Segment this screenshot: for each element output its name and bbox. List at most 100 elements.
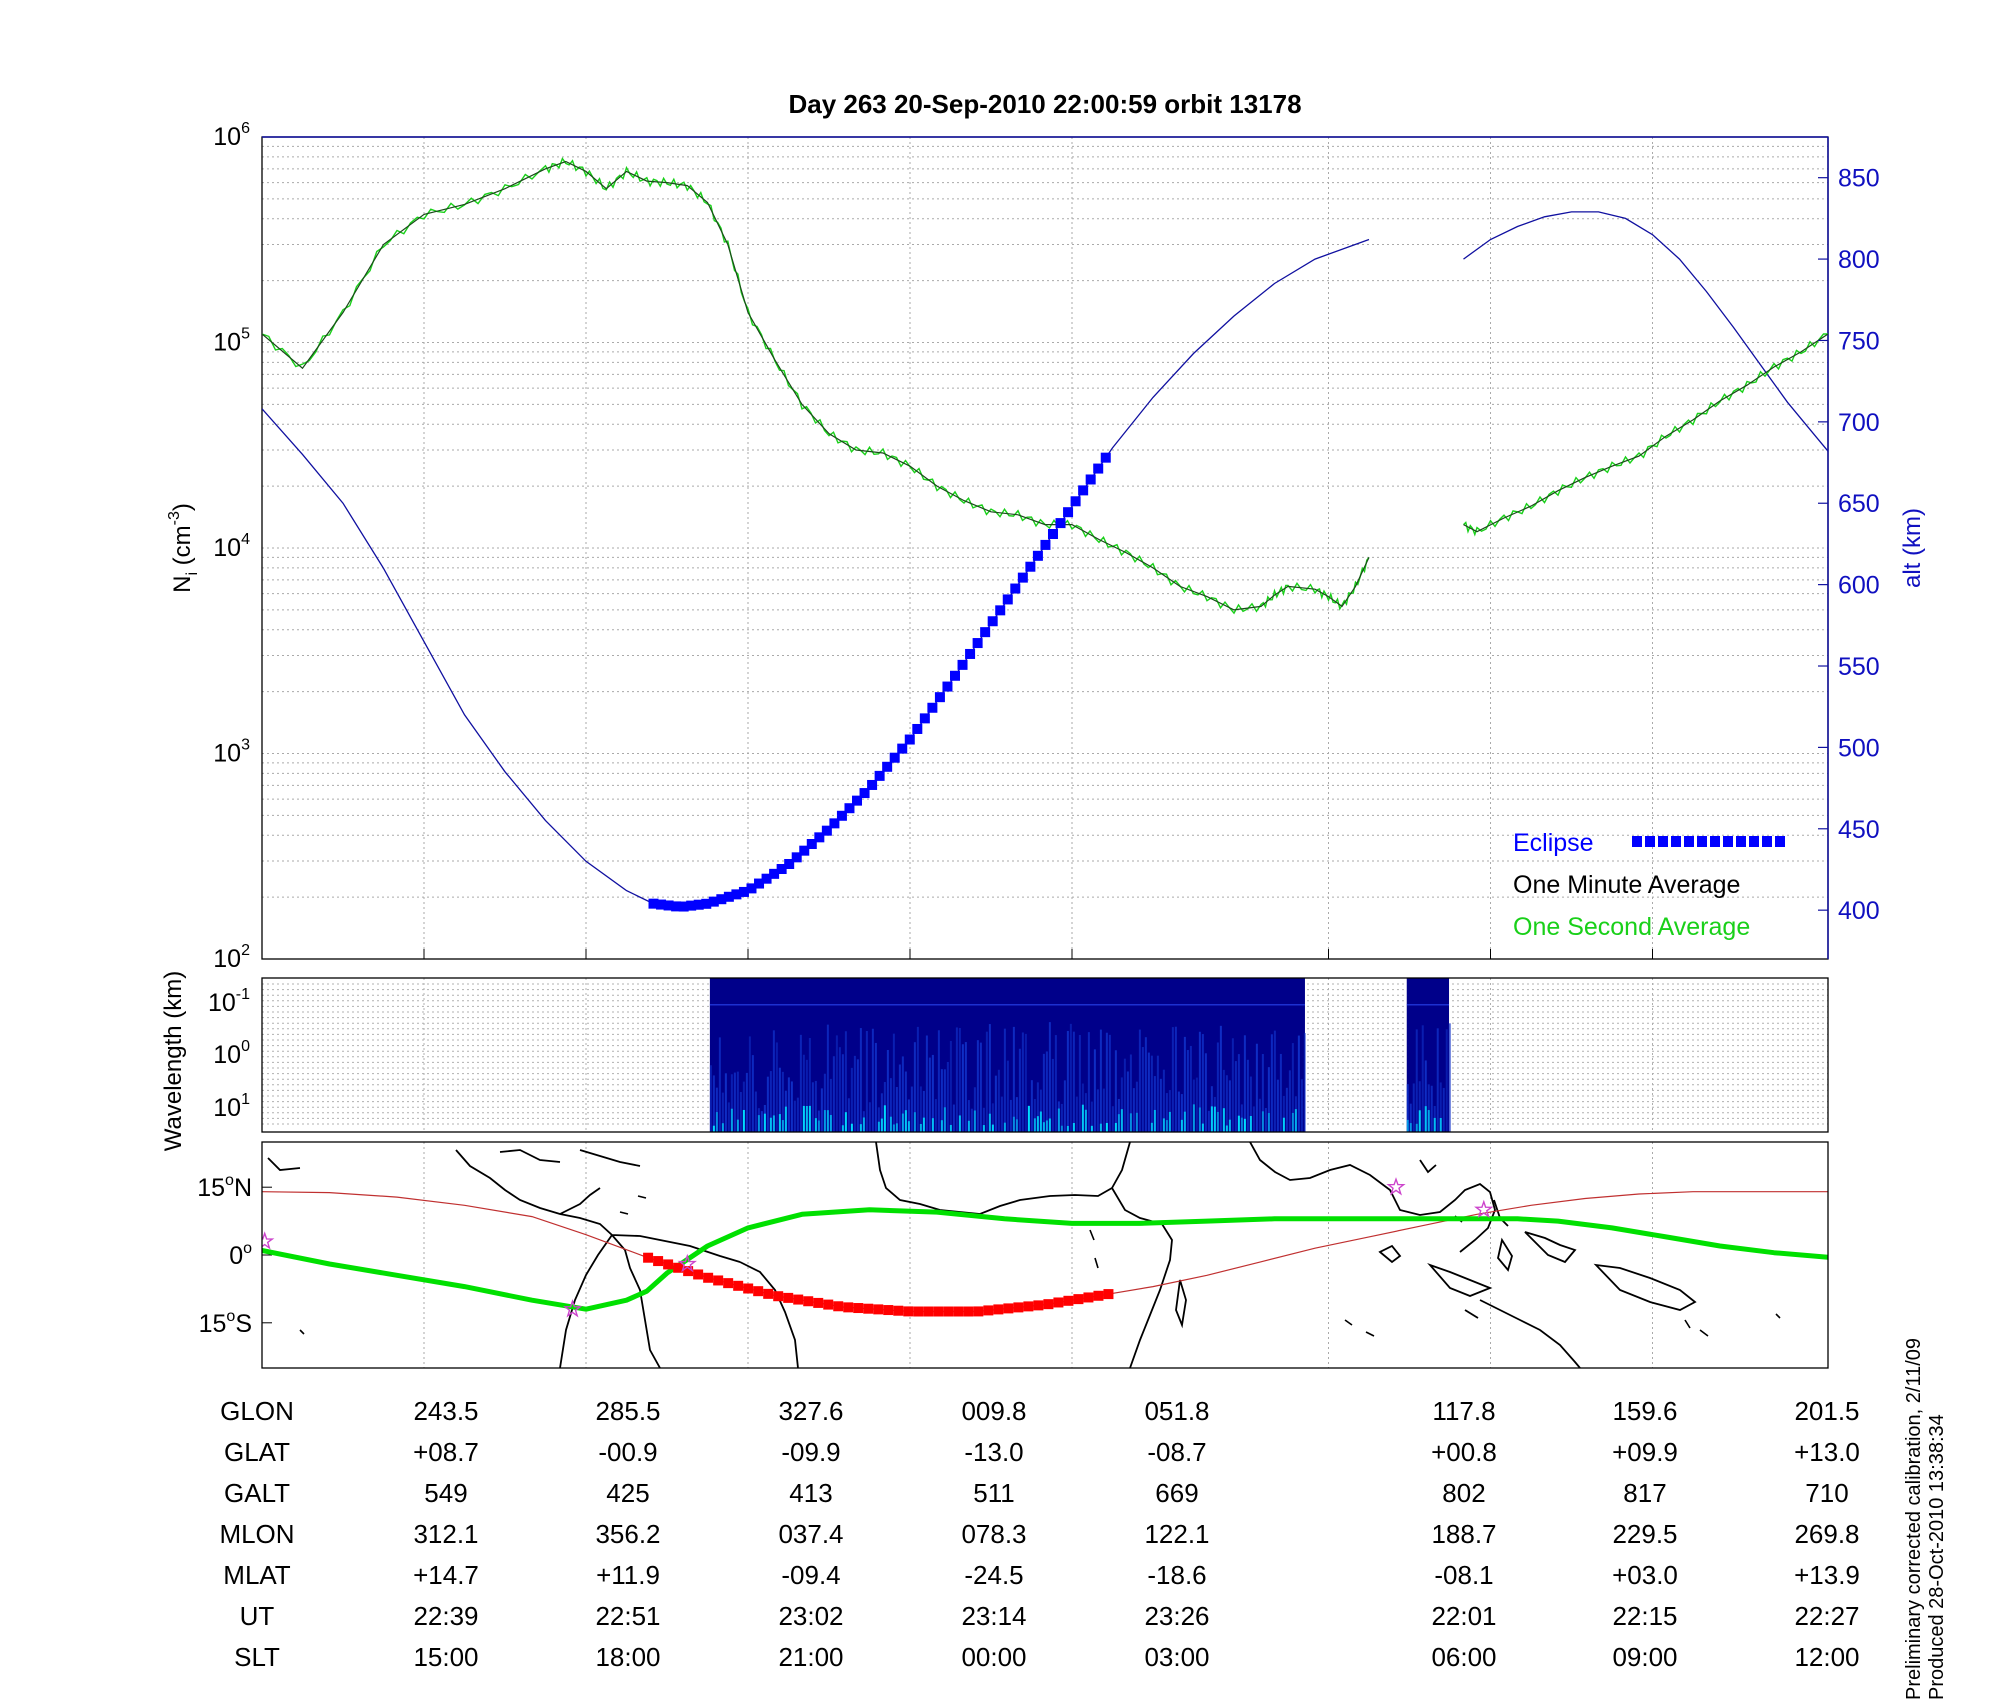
- spectrogram-streak: [1099, 1029, 1102, 1132]
- spectrogram-streak: [916, 1026, 919, 1132]
- spectrogram-bright-streak: [1261, 1111, 1264, 1132]
- eclipse-marker: [829, 818, 840, 829]
- eclipse-track-marker: [663, 1259, 674, 1270]
- spectrogram-streak: [1006, 1060, 1009, 1132]
- map-grid: [262, 1142, 1653, 1368]
- legend-eclipse-square: [1684, 836, 1694, 847]
- spectrogram-streak: [1234, 1061, 1237, 1132]
- table-cell: 22:51: [595, 1601, 660, 1631]
- density-panel: 102 103 104 105 106 400 450 500 550 600 650 700 750…: [166, 120, 1926, 973]
- spectrogram-streak: [1445, 1029, 1448, 1132]
- spectrogram-streak: [1436, 1028, 1439, 1132]
- eclipse-track-marker: [703, 1272, 714, 1283]
- spectrogram-bright-streak: [1228, 1119, 1231, 1132]
- spectrogram-bright-streak: [877, 1121, 880, 1132]
- altitude-tick-label: 400: [1838, 897, 1880, 925]
- spectrogram-panel: 10-1 100 101 Wavelength (km): [160, 971, 1829, 1151]
- spectrogram-bright-streak: [1027, 1105, 1030, 1132]
- table-row-label: GALT: [224, 1478, 290, 1508]
- spectrogram-bright-streak: [919, 1123, 922, 1132]
- altitude-y-ticks: 400 450 500 550 600 650 700 750 800 850: [1818, 165, 1880, 925]
- spectrogram-streak: [1225, 1075, 1228, 1132]
- spectrogram-bright-streak: [1090, 1125, 1093, 1132]
- spectrogram-streak: [769, 1071, 772, 1132]
- eclipse-track-marker: [1043, 1299, 1054, 1310]
- table-cell: 327.6: [778, 1396, 843, 1426]
- spectrogram-streak: [1237, 1054, 1240, 1132]
- table-cell: 356.2: [595, 1519, 660, 1549]
- table-cell: +13.0: [1794, 1437, 1860, 1467]
- spectrogram-streak: [733, 1072, 736, 1132]
- eclipse-marker: [671, 901, 682, 912]
- spectrogram-bright-streak: [1120, 1109, 1123, 1132]
- spectrogram-streak: [814, 1080, 817, 1132]
- spectrogram-streak: [913, 1042, 916, 1132]
- eclipse-track-marker: [1023, 1301, 1034, 1312]
- spectrogram-bright-streak: [1183, 1111, 1186, 1132]
- density-y-tick-label: 102: [213, 942, 250, 973]
- spectrogram-bright-streak: [1237, 1115, 1240, 1132]
- legend: Eclipse One Minute Average One Second Av…: [1513, 829, 1785, 941]
- spectrogram-bright-streak: [973, 1110, 976, 1132]
- spectrogram-streak: [1243, 1035, 1246, 1132]
- spectrogram-bright-streak: [1045, 1120, 1048, 1132]
- table-cell: 312.1: [413, 1519, 478, 1549]
- spectrogram-streak: [805, 1059, 808, 1132]
- spectrogram-band: [1406, 1004, 1450, 1006]
- spectrogram-bright-streak: [1060, 1125, 1063, 1132]
- table-cell: 12:00: [1794, 1642, 1859, 1672]
- spectrogram-streak: [1024, 1033, 1027, 1132]
- table-cell: 285.5: [595, 1396, 660, 1426]
- spectrogram-streak: [1261, 1054, 1264, 1132]
- spectrogram-streak: [772, 1030, 775, 1132]
- spectrogram-streak: [1252, 1106, 1255, 1132]
- spectrogram-streak: [988, 1024, 991, 1132]
- spectrogram-streak: [838, 1047, 841, 1132]
- spectrogram-streak: [1177, 1091, 1180, 1132]
- spectrogram-streak: [889, 1078, 892, 1132]
- coastline-americas: [267, 1149, 799, 1368]
- spectrogram-streak: [1033, 1099, 1036, 1132]
- table-cell: -09.9: [781, 1437, 840, 1467]
- eclipse-marker: [904, 734, 915, 745]
- table-cell: 22:01: [1431, 1601, 1496, 1631]
- density-y-tick-label: 104: [213, 531, 250, 562]
- table-cell: 18:00: [595, 1642, 660, 1672]
- coastline-africa: [875, 1142, 1187, 1368]
- eclipse-track-marker: [933, 1306, 944, 1317]
- density-y-tick-label: 106: [213, 120, 250, 151]
- spectrogram-bright-streak: [922, 1117, 925, 1132]
- legend-eclipse-square: [1723, 836, 1733, 847]
- one-minute-line-2: [1463, 333, 1828, 533]
- legend-eclipse-square: [1632, 836, 1642, 847]
- spectrogram-streak: [1186, 1050, 1189, 1132]
- spectrogram-bright-streak: [829, 1114, 832, 1132]
- eclipse-track-marker: [1003, 1303, 1014, 1314]
- spectrogram-streak: [1030, 1080, 1033, 1132]
- table-cell: 03:00: [1144, 1642, 1209, 1672]
- one-minute-line-1: [262, 160, 1370, 611]
- eclipse-marker: [648, 898, 659, 909]
- spectrogram-bright-streak: [1150, 1122, 1153, 1132]
- spectrogram-bright-streak: [1036, 1116, 1039, 1132]
- table-row-label: MLON: [219, 1519, 294, 1549]
- legend-one-minute-label: One Minute Average: [1513, 871, 1740, 899]
- spectrogram-streak: [808, 1037, 811, 1132]
- legend-eclipse-square: [1736, 836, 1746, 847]
- spectrogram-streak: [1114, 1050, 1117, 1132]
- spectrogram-bright-streak: [1192, 1104, 1195, 1132]
- spectrogram-band: [709, 1004, 1305, 1006]
- eclipse-track: [643, 1252, 1114, 1317]
- spectrogram-streak: [847, 1098, 850, 1132]
- eclipse-marker: [769, 868, 780, 879]
- spectrogram-streak: [787, 1077, 790, 1132]
- spectrogram-streak: [727, 1102, 730, 1132]
- spectrogram-streak: [1198, 1031, 1201, 1132]
- table-cell: +11.9: [596, 1560, 660, 1590]
- table-cell: 23:14: [961, 1601, 1026, 1631]
- eclipse-track-marker: [943, 1306, 954, 1317]
- spectrogram-bright-streak: [949, 1124, 952, 1132]
- table-cell: +13.9: [1794, 1560, 1860, 1590]
- table-cell: 229.5: [1612, 1519, 1677, 1549]
- spectrogram-bright-streak: [1198, 1107, 1201, 1132]
